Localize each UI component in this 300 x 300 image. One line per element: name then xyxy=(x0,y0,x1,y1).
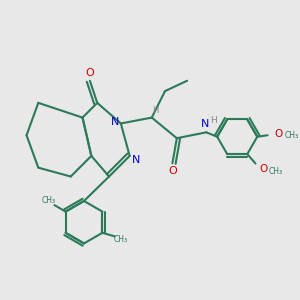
Text: H: H xyxy=(152,106,158,115)
Text: CH₃: CH₃ xyxy=(268,167,283,176)
Text: N: N xyxy=(201,119,209,129)
Text: CH₃: CH₃ xyxy=(42,196,56,205)
Text: H: H xyxy=(210,116,217,125)
Text: O: O xyxy=(169,166,177,176)
Text: N: N xyxy=(111,117,120,127)
Text: CH₃: CH₃ xyxy=(114,235,128,244)
Text: O: O xyxy=(274,129,283,140)
Text: O: O xyxy=(85,68,94,78)
Text: O: O xyxy=(260,164,268,174)
Text: CH₃: CH₃ xyxy=(284,131,298,140)
Text: N: N xyxy=(132,155,140,165)
